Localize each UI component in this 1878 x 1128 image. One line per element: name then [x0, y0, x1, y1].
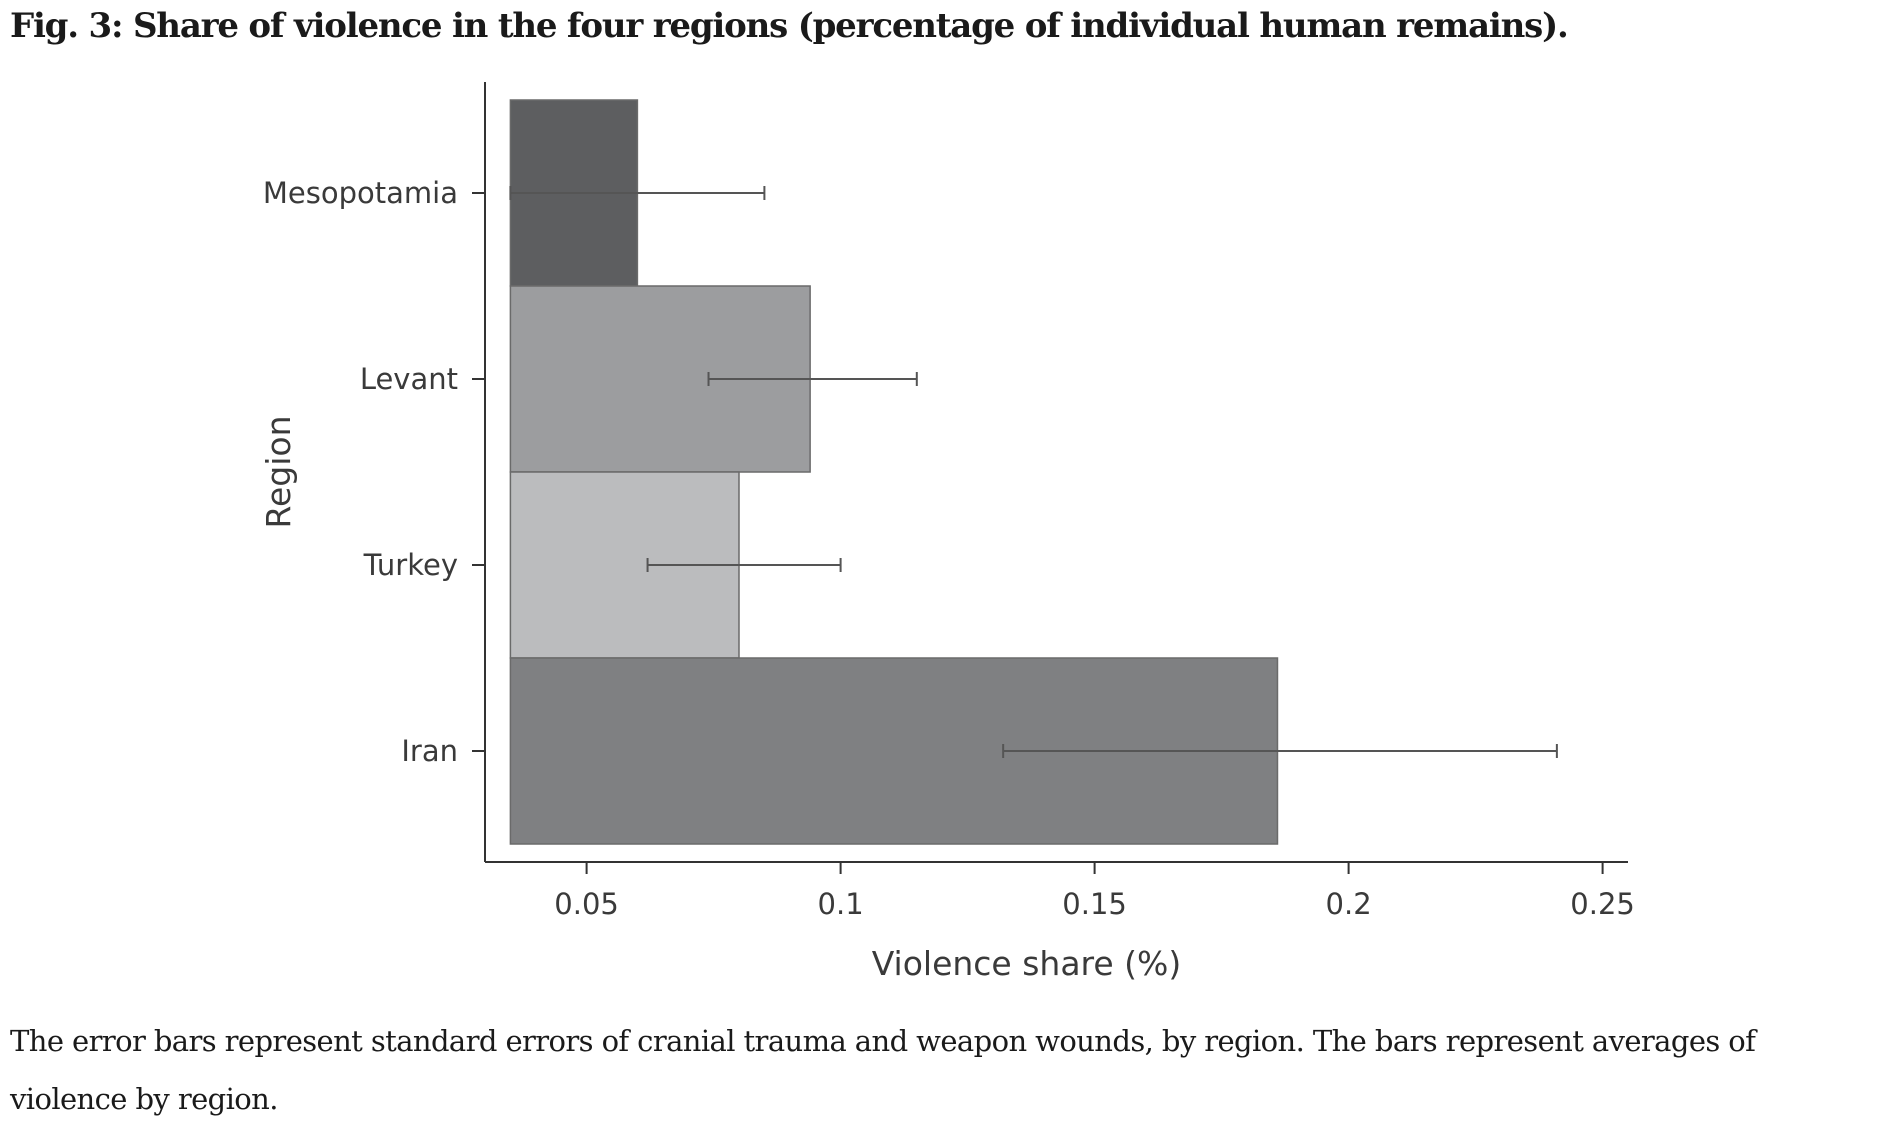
- y-axis-label: Region: [259, 416, 298, 529]
- bars-group: [509, 99, 1279, 845]
- x-axis-label: Violence share (%): [872, 944, 1182, 983]
- error-bars-group: [509, 186, 1558, 758]
- figure-title: Fig. 3: Share of violence in the four re…: [10, 6, 1569, 46]
- x-tick-label-4: 0.25: [1570, 887, 1635, 921]
- x-tick-label-0: 0.05: [554, 887, 619, 921]
- x-tick-label-2: 0.15: [1062, 887, 1127, 921]
- y-tick-label-levant: Levant: [360, 362, 458, 396]
- x-axis-ticks: 0.05 0.1 0.15 0.2 0.25: [554, 862, 1635, 921]
- x-tick-label-1: 0.1: [818, 887, 864, 921]
- y-axis-ticks: Mesopotamia Levant Turkey Iran: [263, 176, 485, 768]
- y-tick-label-mesopotamia: Mesopotamia: [263, 176, 458, 210]
- x-tick-label-3: 0.2: [1326, 887, 1372, 921]
- y-tick-label-iran: Iran: [401, 734, 458, 768]
- figure-caption: The error bars represent standard errors…: [10, 1024, 1756, 1116]
- y-tick-label-turkey: Turkey: [363, 548, 458, 582]
